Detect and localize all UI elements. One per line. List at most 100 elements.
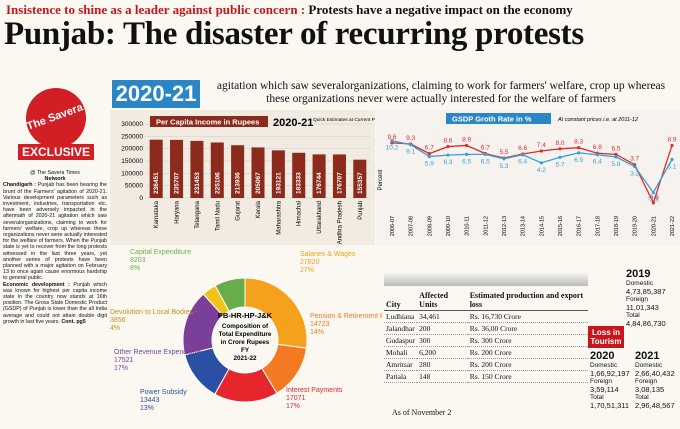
value-label: 213936 bbox=[235, 172, 242, 194]
x-tick-label: 2014-15 bbox=[539, 216, 545, 236]
point bbox=[577, 151, 581, 155]
value-label: 5.3 bbox=[499, 163, 508, 170]
row-label: Total bbox=[590, 394, 604, 401]
point bbox=[539, 149, 543, 153]
value-label: 193121 bbox=[275, 172, 282, 194]
point bbox=[614, 152, 618, 156]
point bbox=[390, 141, 394, 145]
row-label: Domestic bbox=[635, 362, 663, 369]
table-cell: Rs. 200 Crore bbox=[467, 346, 588, 359]
x-tick-label: Karnataka bbox=[154, 200, 160, 228]
series-line bbox=[391, 142, 673, 205]
bar bbox=[251, 147, 265, 198]
row-label: Domestic bbox=[626, 280, 654, 287]
point bbox=[670, 157, 674, 162]
chart-year: 2020-21 bbox=[273, 117, 313, 129]
panel bbox=[376, 110, 680, 245]
value-label: 183333 bbox=[296, 172, 303, 194]
y-tick-label: 50000 bbox=[125, 183, 143, 190]
segment-name: Interest Payments bbox=[286, 387, 343, 394]
y-tick-label: 100000 bbox=[121, 170, 143, 177]
x-tick-label: 2020-21 bbox=[651, 216, 657, 236]
center-line: 2021-22 bbox=[233, 355, 257, 362]
x-tick-label: 2017-18 bbox=[595, 216, 601, 236]
chart-title: GSDP Groth Rate in % bbox=[452, 115, 532, 124]
x-tick-label: 2015-16 bbox=[558, 216, 564, 236]
x-tick-label: 2021-22 bbox=[670, 216, 676, 236]
bar bbox=[353, 159, 367, 198]
value-label: 205067 bbox=[255, 172, 262, 194]
row-value: 3,08,135 bbox=[635, 384, 665, 394]
segment-name: Devolution to Local Bodies - bbox=[110, 309, 198, 316]
segment-share: 14% bbox=[310, 329, 324, 336]
value-label: 9.6 bbox=[387, 134, 396, 141]
x-tick-label: Telangana bbox=[195, 200, 201, 228]
column-header: City bbox=[384, 290, 418, 311]
subhead: Economic development : bbox=[3, 281, 70, 288]
row-value: 3,59,114 bbox=[590, 384, 619, 394]
year-label: 2019 bbox=[626, 268, 651, 280]
row-value: 11,01,343 bbox=[626, 302, 659, 312]
tourism-title: Loss in Tourism bbox=[588, 326, 624, 348]
year-label: 2020 bbox=[590, 350, 615, 362]
point bbox=[558, 147, 562, 151]
title-box bbox=[446, 113, 551, 124]
x-tick-label: Punjab bbox=[358, 200, 364, 219]
bar bbox=[332, 154, 346, 198]
y-tick-label: 300000 bbox=[121, 121, 143, 128]
segment-value: 14723 bbox=[310, 321, 330, 328]
y-axis-label: Percent bbox=[378, 169, 384, 190]
bar bbox=[210, 142, 224, 198]
value-label: 6.4 bbox=[593, 159, 602, 166]
value-label: 5.5 bbox=[499, 149, 508, 156]
segment-name: Salaries & Wages bbox=[300, 251, 356, 258]
segment-share: 27% bbox=[300, 267, 314, 274]
point bbox=[427, 152, 431, 156]
byline: @ The Savera Times bbox=[30, 170, 80, 176]
x-tick-label: Himachal bbox=[297, 201, 303, 226]
point bbox=[446, 144, 450, 149]
value-label: 9.3 bbox=[406, 135, 415, 142]
value-label: -3.8 bbox=[648, 196, 660, 203]
segment-name: Capital Expenditure bbox=[130, 249, 191, 256]
point bbox=[595, 153, 599, 157]
table-row: Jalandhar 200 Rs. 36,00 Crore bbox=[384, 322, 588, 335]
row-label: Domestic bbox=[590, 362, 618, 369]
segment-name: Power Subsidy bbox=[140, 389, 187, 396]
point bbox=[633, 164, 637, 169]
y-tick-label: 150000 bbox=[121, 158, 143, 165]
segment-share: 4% bbox=[110, 325, 120, 332]
y-tick-label: 200000 bbox=[121, 146, 143, 153]
value-label: 3.7 bbox=[630, 156, 639, 163]
value-label: 6.9 bbox=[574, 157, 583, 164]
value-label: 6.7 bbox=[425, 145, 434, 152]
center-line: FY bbox=[241, 347, 250, 354]
value-label: 5.9 bbox=[425, 161, 434, 168]
table-cell: Rs. 200 Crore bbox=[467, 358, 588, 371]
bar bbox=[271, 150, 285, 198]
value-label: -6.6 bbox=[648, 194, 660, 201]
x-tick-label: 2016-17 bbox=[577, 216, 583, 236]
value-label: 236451 bbox=[153, 172, 160, 194]
point bbox=[539, 161, 543, 165]
table-row: Ludhiana 34,461 Rs. 16,730 Crore bbox=[384, 310, 588, 323]
intro: agitation which saw severalorganizations… bbox=[216, 80, 666, 105]
value-label: 155357 bbox=[357, 172, 364, 194]
value-label: 5.8 bbox=[611, 161, 620, 168]
point bbox=[390, 139, 394, 143]
x-tick-label: 2010-11 bbox=[465, 216, 471, 236]
point bbox=[558, 155, 562, 159]
point bbox=[651, 190, 655, 195]
value-label: 8.9 bbox=[667, 136, 676, 143]
value-label: 176707 bbox=[336, 172, 343, 194]
point bbox=[446, 153, 450, 157]
x-tick-label: 2008-09 bbox=[427, 216, 433, 236]
center-line: in Crore Rupees bbox=[221, 339, 270, 346]
table-row: Patiala 148 Rs. 150 Crore bbox=[384, 370, 588, 383]
center-line: Composition of bbox=[222, 323, 269, 330]
value-label: 235707 bbox=[174, 172, 181, 194]
table-cell: Ludhiana bbox=[384, 310, 418, 323]
value-label: 8.0 bbox=[555, 140, 564, 147]
point bbox=[465, 152, 469, 156]
